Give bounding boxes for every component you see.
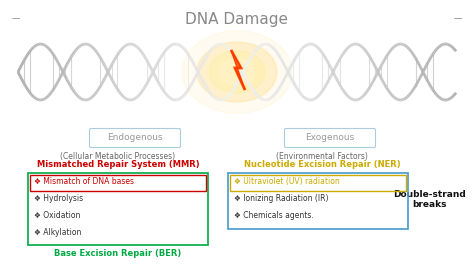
Ellipse shape [197, 42, 277, 102]
Text: ❖ Hydrolysis: ❖ Hydrolysis [34, 194, 83, 203]
Text: ❖ Oxidation: ❖ Oxidation [34, 211, 81, 220]
Text: (Environmental Factors): (Environmental Factors) [276, 152, 368, 161]
Text: (Cellular Metabolic Processes): (Cellular Metabolic Processes) [61, 152, 175, 161]
FancyBboxPatch shape [90, 128, 181, 148]
Text: Nucleotide Excision Repair (NER): Nucleotide Excision Repair (NER) [244, 160, 401, 169]
Text: ❖ Mismatch of DNA bases: ❖ Mismatch of DNA bases [34, 177, 134, 186]
Text: Double-strand
breaks: Double-strand breaks [393, 190, 466, 209]
Text: ❖ Alkylation: ❖ Alkylation [34, 228, 82, 237]
Text: Base Excision Repair (BER): Base Excision Repair (BER) [55, 249, 182, 258]
Text: ❖ Chemicals agents.: ❖ Chemicals agents. [234, 211, 314, 220]
Text: —: — [454, 14, 462, 23]
Ellipse shape [209, 51, 265, 93]
Ellipse shape [219, 59, 255, 85]
Text: DNA Damage: DNA Damage [185, 12, 289, 27]
Text: Mismatched Repair System (MMR): Mismatched Repair System (MMR) [36, 160, 199, 169]
Text: Endogenous: Endogenous [107, 134, 163, 143]
Text: Exogenous: Exogenous [305, 134, 355, 143]
Text: ❖ Ultraviolet (UV) radiation: ❖ Ultraviolet (UV) radiation [234, 177, 340, 186]
Ellipse shape [182, 31, 292, 113]
Text: —: — [12, 14, 20, 23]
Text: ❖ Ionizing Radiation (IR): ❖ Ionizing Radiation (IR) [234, 194, 328, 203]
FancyBboxPatch shape [284, 128, 375, 148]
Polygon shape [231, 50, 245, 90]
